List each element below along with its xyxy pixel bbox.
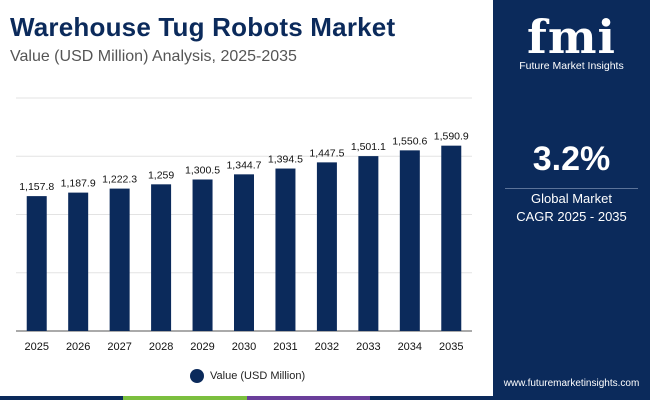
data-label: 1,187.9 bbox=[61, 178, 96, 190]
x-tick-label: 2031 bbox=[273, 341, 297, 353]
bar bbox=[26, 196, 47, 331]
x-tick-label: 2030 bbox=[232, 341, 256, 353]
bar bbox=[109, 188, 130, 331]
data-label: 1,590.9 bbox=[434, 131, 469, 143]
strip-segment bbox=[123, 396, 247, 400]
x-tick-label: 2032 bbox=[315, 341, 339, 353]
fmi-logo: fmi bbox=[527, 10, 616, 64]
data-label: 1,394.5 bbox=[268, 154, 303, 166]
panel-divider bbox=[505, 188, 638, 189]
bar bbox=[399, 150, 420, 331]
bar bbox=[151, 184, 172, 331]
data-label: 1,501.1 bbox=[351, 141, 386, 153]
cagr-value: 3.2% bbox=[532, 140, 611, 178]
bar bbox=[234, 174, 254, 331]
x-tick-label: 2029 bbox=[190, 341, 214, 353]
data-label: 1,222.3 bbox=[102, 174, 137, 186]
cagr-label-line2: CAGR 2025 - 2035 bbox=[516, 209, 627, 224]
data-label: 1,300.5 bbox=[185, 164, 220, 176]
strip-segment bbox=[0, 396, 124, 400]
bar-chart: 1,157.8 2025 1,187.9 2026 1,222.3 2027 1,259 20… bbox=[16, 97, 472, 353]
x-tick-label: 2033 bbox=[356, 341, 380, 353]
x-tick-label: 2028 bbox=[149, 341, 173, 353]
strip-segment bbox=[246, 396, 370, 400]
chart-title: Warehouse Tug Robots Market bbox=[10, 12, 396, 42]
x-tick-label: 2035 bbox=[439, 341, 463, 353]
side-panel: fmi Future Market Insights 3.2% Global M… bbox=[493, 0, 650, 400]
cagr-label: Global Market CAGR 2025 - 2035 bbox=[493, 190, 650, 226]
legend-label: Value (USD Million) bbox=[210, 370, 306, 382]
data-label: 1,447.5 bbox=[309, 147, 344, 159]
x-tick-label: 2026 bbox=[66, 341, 90, 353]
legend-swatch bbox=[190, 369, 204, 383]
bar bbox=[192, 179, 213, 331]
bar bbox=[441, 145, 462, 331]
x-tick-label: 2027 bbox=[107, 341, 131, 353]
logo-company-name: Future Market Insights bbox=[519, 60, 624, 72]
bar bbox=[68, 192, 89, 331]
x-tick-label: 2025 bbox=[24, 341, 48, 353]
bar bbox=[358, 156, 379, 331]
data-label: 1,259 bbox=[148, 169, 174, 181]
bar bbox=[316, 162, 337, 331]
data-label: 1,344.7 bbox=[226, 159, 261, 171]
strip-segment bbox=[369, 396, 493, 400]
data-label: 1,550.6 bbox=[392, 135, 427, 147]
data-label: 1,157.8 bbox=[19, 181, 54, 193]
website-link[interactable]: www.futuremarketinsights.com bbox=[503, 378, 640, 389]
chart-subtitle: Value (USD Million) Analysis, 2025-2035 bbox=[10, 48, 297, 65]
bottom-color-strip bbox=[0, 396, 493, 400]
cagr-label-line1: Global Market bbox=[531, 191, 612, 206]
bar bbox=[275, 168, 296, 331]
chart-legend: Value (USD Million) bbox=[190, 369, 305, 383]
x-tick-label: 2034 bbox=[398, 341, 422, 353]
